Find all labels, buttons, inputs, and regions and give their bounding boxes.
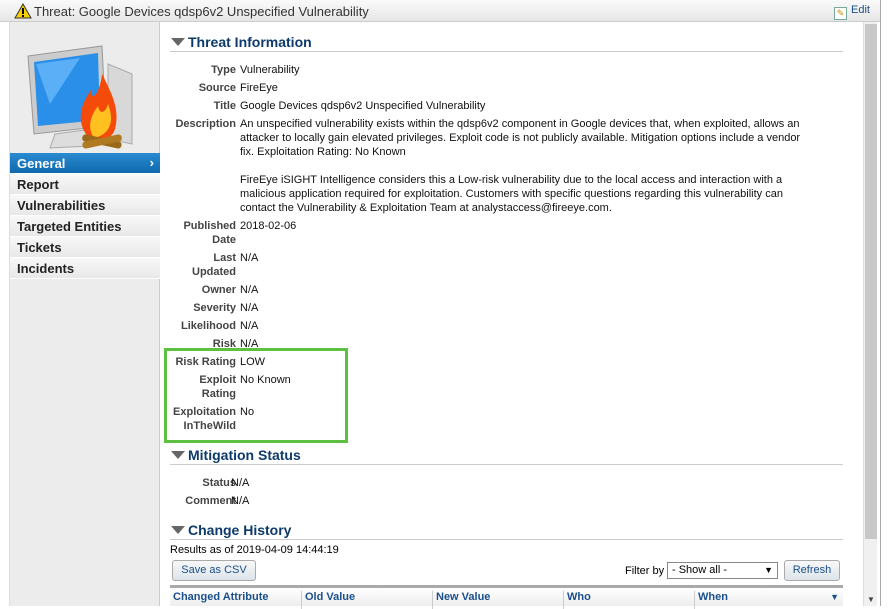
sidebar-item-vulnerabilities[interactable]: Vulnerabilities — [10, 195, 160, 216]
field-value: 2018-02-06 — [240, 220, 297, 232]
save-as-csv-button[interactable]: Save as CSV — [172, 560, 256, 581]
field-value: Google Devices qdsp6v2 Unspecified Vulne… — [240, 100, 486, 112]
field-value: No Known — [240, 374, 291, 386]
column-who[interactable]: Who — [564, 591, 695, 609]
section-heading: Change History — [188, 522, 292, 538]
field-label: Risk Rating — [175, 356, 236, 368]
mitigation-status-section[interactable]: Mitigation Status — [170, 445, 843, 465]
sidebar-item-incidents[interactable]: Incidents — [10, 258, 160, 279]
column-new-value[interactable]: New Value — [433, 591, 564, 609]
collapse-triangle-icon[interactable] — [171, 451, 185, 459]
left-border — [0, 22, 10, 606]
vertical-scrollbar[interactable]: ▼ — [863, 22, 877, 606]
field-value: N/A — [240, 320, 259, 332]
field-value: N/A — [240, 252, 259, 264]
sidebar-item-tickets[interactable]: Tickets — [10, 237, 160, 258]
field-label: Exploit Rating — [199, 374, 236, 400]
history-table-header: Changed Attribute Old Value New Value Wh… — [170, 585, 843, 609]
filter-select[interactable]: - Show all - ▼ — [667, 562, 778, 579]
right-border — [880, 0, 890, 606]
scroll-down-arrow-icon[interactable]: ▼ — [867, 595, 875, 604]
field-label: Risk — [212, 338, 236, 350]
chevron-right-icon: › — [149, 155, 154, 170]
section-heading: Mitigation Status — [188, 447, 301, 463]
field-label: Exploitation InTheWild — [173, 406, 236, 432]
warning-icon — [14, 3, 32, 19]
scrollbar-thumb[interactable] — [865, 24, 877, 539]
pencil-icon: ✎ — [834, 7, 848, 20]
field-label: Last Updated — [192, 252, 236, 278]
field-value: Vulnerability — [240, 64, 300, 76]
field-value: N/A — [240, 338, 259, 350]
field-label: Type — [211, 64, 236, 76]
field-value: An unspecified vulnerability exists with… — [240, 118, 801, 158]
filter-value: - Show all - — [672, 564, 728, 576]
column-changed-attribute[interactable]: Changed Attribute — [170, 591, 302, 609]
field-label: Source — [198, 82, 236, 94]
collapse-triangle-icon[interactable] — [171, 526, 185, 534]
sidebar-item-general[interactable]: General › — [10, 153, 160, 174]
field-value: N/A — [240, 284, 259, 296]
field-value: LOW — [240, 356, 266, 368]
field-label: Published Date — [183, 220, 236, 246]
sidebar-item-report[interactable]: Report — [10, 174, 160, 195]
highlight-box — [164, 348, 348, 443]
field-value: N/A — [240, 302, 259, 314]
main-content: Threat Information Type Vulnerability Sou… — [170, 22, 850, 606]
field-label: Title — [213, 100, 236, 112]
title-bar: Threat: Google Devices qdsp6v2 Unspecifi… — [0, 0, 890, 22]
edit-label: Edit — [851, 4, 870, 16]
collapse-triangle-icon[interactable] — [171, 38, 185, 46]
sort-desc-icon: ▼ — [830, 592, 839, 602]
change-history-section[interactable]: Change History — [170, 520, 843, 540]
threat-information-section[interactable]: Threat Information — [170, 32, 843, 52]
field-label: Severity — [193, 302, 236, 314]
field-value-continued: FireEye iSIGHT Intelligence considers th… — [240, 174, 783, 214]
edit-button[interactable]: ✎ Edit — [834, 4, 870, 20]
field-label: Status — [202, 477, 236, 489]
field-value: FireEye — [240, 82, 278, 94]
column-when[interactable]: When ▼ — [695, 591, 843, 609]
threat-computer-fire-image — [27, 45, 133, 149]
field-label: Owner — [201, 284, 236, 296]
field-value: No — [240, 406, 255, 418]
window-title: Threat: Google Devices qdsp6v2 Unspecifi… — [34, 4, 369, 19]
field-label: Description — [175, 118, 236, 130]
section-heading: Threat Information — [188, 34, 312, 50]
refresh-button[interactable]: Refresh — [784, 560, 840, 581]
column-old-value[interactable]: Old Value — [302, 591, 433, 609]
filter-label: Filter by — [625, 565, 665, 577]
results-timestamp: Results as of 2019-04-09 14:44:19 — [170, 544, 339, 556]
sidebar-item-label: General — [17, 156, 66, 171]
dropdown-arrow-icon: ▼ — [764, 565, 773, 575]
field-value: N/A — [231, 495, 250, 507]
field-value: N/A — [231, 477, 250, 489]
sidebar-item-targeted-entities[interactable]: Targeted Entities — [10, 216, 160, 237]
field-label: Comment — [185, 495, 236, 507]
sidebar: General › Report Vulnerabilities Targeted… — [10, 22, 160, 606]
field-label: Likelihood — [181, 320, 236, 332]
column-label: When — [698, 591, 728, 603]
